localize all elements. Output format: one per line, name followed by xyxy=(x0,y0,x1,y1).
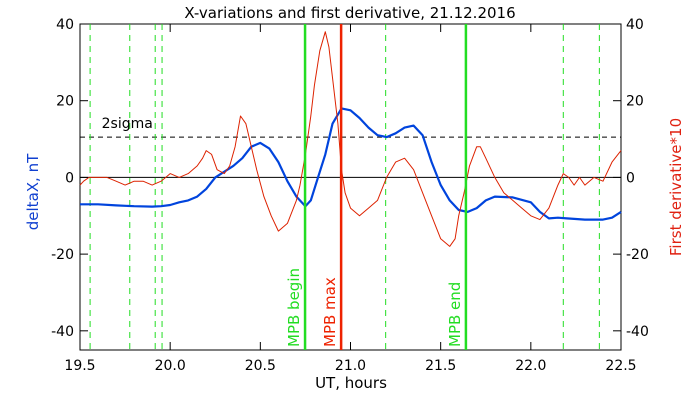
y-tick-label-left-2: 0 xyxy=(65,170,74,186)
y-tick-label-right-4: -40 xyxy=(626,324,649,340)
chart-title: X-variations and first derivative, 21.12… xyxy=(184,4,515,22)
x-tick-label-5: 22.0 xyxy=(515,358,546,374)
marker-label-2: MPB end xyxy=(446,282,464,347)
y-tick-label-right-1: 20 xyxy=(626,94,644,110)
sigma-label: 2sigma xyxy=(102,116,153,132)
marker-label-0: MPB begin xyxy=(285,268,303,347)
x-tick-label-2: 20.5 xyxy=(245,358,276,374)
series-deltax-line xyxy=(80,107,622,221)
y-tick-label-left-3: -20 xyxy=(51,247,74,263)
series-derivative-line xyxy=(79,31,622,247)
x-tick-label-4: 21.5 xyxy=(425,358,456,374)
y-tick-label-right-3: -20 xyxy=(626,247,649,263)
y-tick-label-right-0: 40 xyxy=(626,17,644,33)
marker-label-1: MPB max xyxy=(321,277,339,347)
y-axis-label-right: First derivative*10 xyxy=(667,118,685,256)
x-tick-label-1: 20.0 xyxy=(155,358,186,374)
x-tick-label-0: 19.5 xyxy=(64,358,95,374)
y-axis-label-left: deltaX, nT xyxy=(24,153,42,230)
y-tick-label-right-2: 0 xyxy=(626,170,635,186)
y-tick-label-left-0: 40 xyxy=(56,17,74,33)
x-axis-label: UT, hours xyxy=(315,374,387,392)
x-tick-label-3: 21.0 xyxy=(335,358,366,374)
x-tick-label-6: 22.5 xyxy=(605,358,636,374)
y-tick-label-left-4: -40 xyxy=(51,324,74,340)
y-tick-label-left-1: 20 xyxy=(56,94,74,110)
plot-frame xyxy=(79,23,622,351)
